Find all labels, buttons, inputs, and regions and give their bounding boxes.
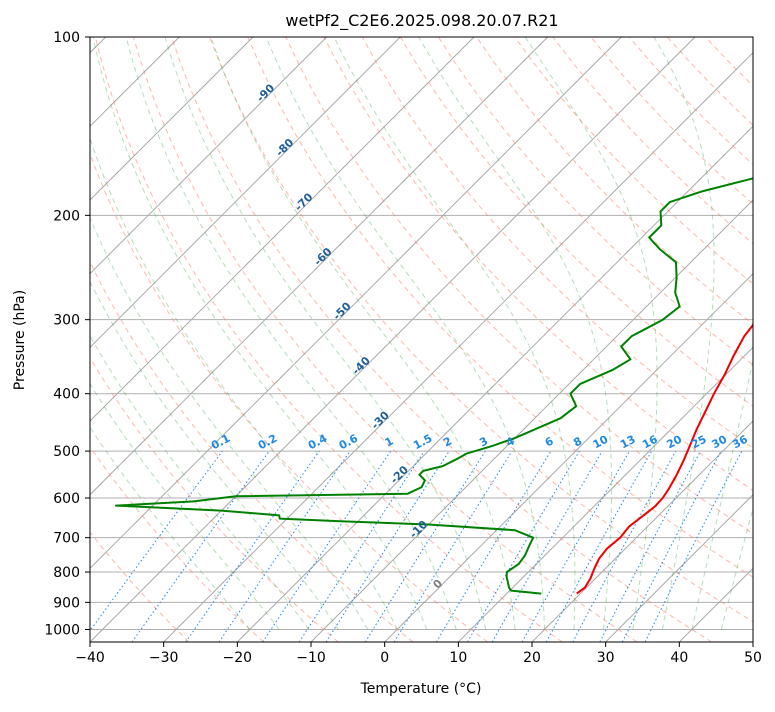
x-tick-label: 10 [449, 650, 467, 666]
x-tick-label: −40 [75, 650, 105, 666]
dry-adiabat-line [399, 37, 753, 407]
dry-adiabat-line [247, 37, 753, 578]
series-layer [114, 177, 753, 595]
y-tick-label: 600 [53, 491, 80, 507]
moist-adiabat-line [90, 426, 251, 630]
y-tick-label: 100 [53, 30, 80, 46]
mixing-ratio-label: 20 [664, 433, 684, 452]
mixing-ratio-label: 10 [591, 433, 611, 452]
mixing-ratio-line [90, 450, 223, 632]
isotherm-line [90, 37, 475, 422]
mixing-ratio-line [131, 450, 270, 642]
mixing-ratio-label: 16 [640, 433, 660, 452]
dry-adiabat-line [90, 356, 339, 642]
mixing-ratio-line [521, 450, 630, 642]
dewpoint-profile-line [114, 177, 753, 595]
y-tick-label: 900 [53, 595, 80, 611]
moist-adiabat-line [125, 37, 457, 630]
moist-adiabat-line [333, 37, 576, 630]
mixing-ratio-line [185, 450, 320, 642]
isotherm-line [90, 37, 549, 496]
x-tick-label: 50 [744, 650, 762, 666]
moist-adiabat-line [90, 216, 369, 630]
y-axis-label: Pressure (hPa) [12, 290, 28, 390]
moist-adiabat-line [265, 37, 546, 630]
isotherm-line [310, 199, 753, 642]
dry-adiabat-line [514, 37, 753, 285]
mixing-ratio-line [393, 450, 513, 642]
moist-adiabat-line [653, 37, 715, 630]
x-tick-label: 30 [597, 650, 615, 666]
moist-adiabat-line [164, 37, 487, 630]
mixing-ratio-label: 13 [618, 433, 638, 452]
isotherm-line [531, 420, 753, 642]
mixing-ratio-label: 30 [710, 433, 730, 452]
isotherm-line [678, 567, 753, 642]
mixing-ratio-label: 36 [730, 433, 750, 452]
y-tick-label: 200 [53, 208, 80, 224]
y-tick-label: 800 [53, 565, 80, 581]
isotherm-line [384, 272, 753, 642]
x-tick-label: 20 [523, 650, 541, 666]
x-axis-label: Temperature (°C) [360, 681, 482, 697]
dry-adiabat-line [90, 531, 190, 642]
x-tick-label: −30 [149, 650, 179, 666]
mixing-ratio-label: 25 [689, 433, 709, 452]
dry-adiabat-line [90, 152, 488, 642]
moist-adiabat-line [210, 37, 516, 630]
y-tick-label: 500 [53, 444, 80, 460]
y-tick-label: 700 [53, 531, 80, 547]
mixing-ratio-line [218, 450, 351, 642]
dry-adiabat-line [132, 37, 638, 642]
x-tick-label: −10 [296, 650, 326, 666]
x-tick-label: −20 [223, 650, 253, 666]
axes-layer: −40 −30 −20 −10 0 10 20 30 40 50 100 200 300 400 500 60… [44, 30, 762, 666]
dry-adiabat-line [171, 37, 712, 642]
x-tick-label: 40 [670, 650, 688, 666]
y-tick-label: 1000 [44, 622, 80, 638]
mixing-ratio-line [325, 450, 450, 642]
dry-adiabat-line [209, 37, 753, 623]
isotherm-line [90, 37, 622, 570]
mixing-ratio-line [644, 450, 743, 642]
background-lines-layer [90, 37, 753, 642]
moist-adiabat-line [418, 37, 613, 630]
moist-adiabat-line [524, 37, 658, 630]
isotherm-line [457, 346, 753, 642]
dry-adiabat-line [90, 446, 264, 642]
temperature-profile-line [576, 323, 753, 595]
isotherm-line [236, 125, 753, 642]
isotherm-line [90, 37, 401, 349]
dry-adiabat-line [94, 37, 563, 642]
plot-frame [89, 36, 754, 643]
chart-title: wetPf2_C2E6.2025.098.20.07.R21 [285, 11, 558, 31]
isotherm-line [163, 51, 753, 642]
dry-adiabat-line [90, 260, 414, 642]
x-tick-label: 0 [380, 650, 389, 666]
moist-adiabat-line [691, 358, 753, 630]
moist-adiabat-line [90, 136, 398, 630]
y-tick-label: 300 [53, 313, 80, 329]
mixing-ratio-line [545, 450, 653, 642]
mixing-ratio-line [572, 450, 677, 642]
moist-adiabat-line [92, 37, 428, 630]
dry-adiabat-line [361, 37, 753, 449]
y-tick-label: 400 [53, 387, 80, 403]
moist-adiabat-line [90, 382, 280, 630]
